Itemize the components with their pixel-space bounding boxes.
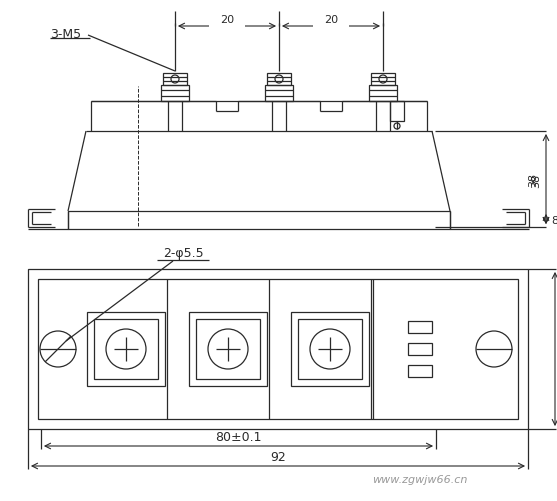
Bar	[408, 321, 432, 333]
Bar	[369, 86, 397, 102]
Bar	[161, 86, 189, 102]
Bar	[163, 74, 187, 86]
Bar	[28, 270, 528, 429]
Bar	[94, 319, 158, 379]
Bar	[408, 343, 432, 355]
Bar	[265, 86, 293, 102]
Bar	[408, 365, 432, 377]
Bar	[189, 313, 267, 386]
Bar	[196, 319, 260, 379]
Text: 80±0.1: 80±0.1	[215, 431, 262, 443]
Bar	[267, 74, 291, 86]
Text: 20: 20	[220, 15, 234, 25]
Bar	[390, 102, 404, 122]
Text: www.zgwjw66.cn: www.zgwjw66.cn	[372, 474, 468, 484]
Text: 38: 38	[528, 172, 538, 187]
Text: 3-M5: 3-M5	[50, 28, 81, 41]
Bar	[68, 211, 450, 229]
Text: 2-φ5.5: 2-φ5.5	[163, 247, 203, 260]
Bar	[38, 280, 518, 419]
Bar	[298, 319, 362, 379]
Text: 38: 38	[531, 173, 541, 188]
Text: 20: 20	[324, 15, 338, 25]
Bar	[291, 313, 369, 386]
Text: 92: 92	[270, 450, 286, 463]
Text: 8: 8	[551, 215, 557, 225]
Bar	[87, 313, 165, 386]
Bar	[371, 74, 395, 86]
